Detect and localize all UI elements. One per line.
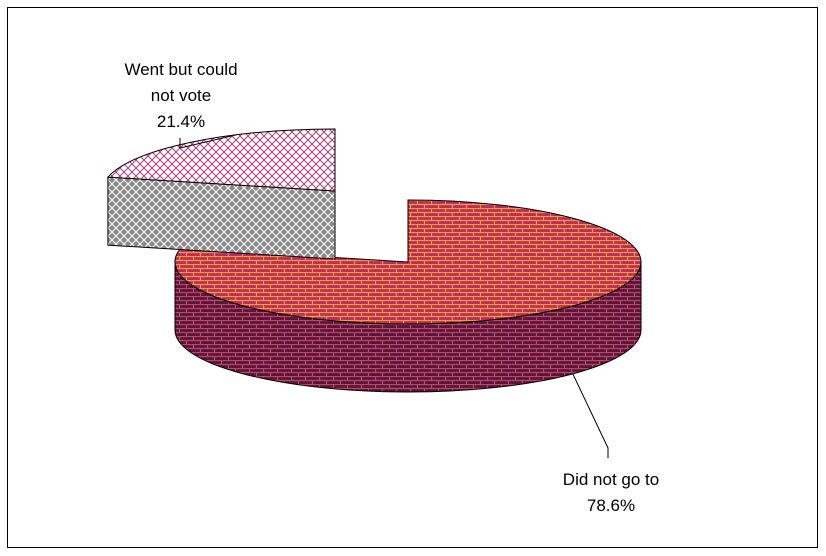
value-did-not-go: 78.6% bbox=[587, 496, 635, 515]
label-went-but-could-not-vote-line1: Went but could bbox=[124, 60, 237, 79]
slice-did-not-go bbox=[174, 199, 642, 325]
pie-chart: Went but could not vote 21.4% Did not go… bbox=[106, 60, 659, 515]
leader-line-did-not-go bbox=[572, 373, 609, 458]
label-did-not-go: Did not go to bbox=[563, 470, 659, 489]
value-went-but-could-not-vote: 21.4% bbox=[157, 112, 205, 131]
chart-frame: Went but could not vote 21.4% Did not go… bbox=[7, 7, 818, 548]
leader-line-went-but-could-not-vote bbox=[179, 134, 237, 149]
label-went-but-could-not-vote-line2: not vote bbox=[151, 86, 212, 105]
slice-went-but-could-not-vote bbox=[106, 128, 336, 192]
